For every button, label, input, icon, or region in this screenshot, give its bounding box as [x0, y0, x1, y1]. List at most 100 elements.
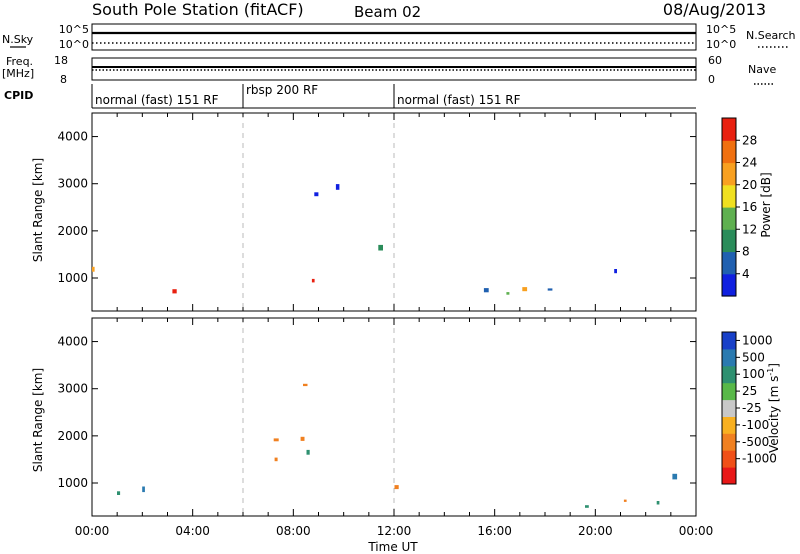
freq-unit: [MHz] — [2, 67, 34, 80]
velocity-colorbar-label: Velocity [m s-1] — [766, 363, 781, 453]
ytick-label: 2000 — [57, 429, 88, 443]
cpid-segment-label: rbsp 200 RF — [246, 83, 318, 97]
cpid-strip: CPID normal (fast) 151 RF rbsp 200 RF norm… — [4, 83, 696, 109]
data-cell — [335, 184, 340, 190]
xtick-label: 04:00 — [175, 524, 210, 538]
colorbar-tick-label: 25 — [742, 384, 757, 398]
colorbar-swatch — [722, 467, 736, 485]
ytick-label: 1000 — [57, 271, 88, 285]
nsearch-label: N.Search — [746, 29, 796, 42]
colorbar-swatch — [722, 433, 736, 451]
freq-tick-top: 18 — [54, 54, 68, 67]
data-cell — [378, 244, 383, 251]
colorbar-tick-label: 4 — [742, 267, 750, 281]
station-title: South Pole Station (fitACF) — [92, 0, 304, 19]
data-cell — [623, 499, 627, 502]
ytick-label: 3000 — [57, 382, 88, 396]
data-cell — [522, 287, 528, 292]
nsky-tick-top: 10^5 — [59, 23, 89, 36]
xtick-label: 20:00 — [578, 524, 613, 538]
xtick-label: 00:00 — [75, 524, 110, 538]
colorbar-tick-label: -1000 — [742, 452, 777, 466]
colorbar-tick-label: 1000 — [742, 333, 773, 347]
data-cell — [585, 505, 589, 508]
freq-frame — [91, 57, 697, 81]
data-cell — [92, 266, 95, 272]
data-cell — [483, 288, 489, 293]
freq-strip: Freq. [MHz] 18 8 60 0 Nave — [2, 54, 776, 86]
data-cell — [306, 449, 310, 455]
colorbar-swatch — [722, 450, 736, 468]
power-panel: 1000 2000 3000 4000 — [57, 112, 697, 312]
xtick-label: 08:00 — [276, 524, 311, 538]
power-colorbar: 4 8 12 16 20 24 28 — [721, 117, 757, 297]
ytick-label: 2000 — [57, 224, 88, 238]
colorbar-swatch — [722, 365, 736, 384]
colorbar-swatch — [722, 229, 736, 253]
colorbar-tick-label: 8 — [742, 245, 750, 259]
data-cell — [506, 292, 510, 295]
velocity-panel: 1000 2000 3000 4000 00:00 04:00 08:00 12:00 16:0… — [57, 317, 714, 538]
nave-label: Nave — [748, 63, 776, 76]
data-cell — [303, 383, 308, 387]
data-cell — [311, 278, 315, 283]
colorbar-tick-label: -500 — [742, 435, 769, 449]
cpid-segment-label: normal (fast) 151 RF — [95, 93, 219, 107]
data-cell — [300, 436, 305, 441]
colorbar-swatch — [722, 348, 736, 367]
colorbar-swatch — [722, 416, 736, 434]
nave-tick-top: 60 — [708, 54, 722, 67]
velocity-ylabel: Slant Range [km] — [31, 368, 45, 472]
colorbar-swatch — [722, 207, 736, 230]
nave-tick-bottom: 0 — [708, 73, 715, 86]
date-label: 08/Aug/2013 — [663, 0, 766, 19]
data-cell — [117, 491, 121, 495]
colorbar-tick-label: 28 — [742, 133, 757, 147]
data-cell — [614, 269, 617, 274]
freq-tick-bottom: 8 — [60, 73, 67, 86]
velocity-colorbar: 1000 500 100 25 -25 -100 -500 -1000 — [721, 331, 777, 485]
colorbar-tick-label: 12 — [742, 222, 757, 236]
nsky-frame — [91, 23, 697, 51]
panel-frame — [91, 112, 697, 312]
ytick-label: 4000 — [57, 335, 88, 349]
colorbar-swatch — [722, 184, 736, 208]
colorbar-tick-label: 24 — [742, 156, 757, 170]
data-cell — [274, 457, 278, 462]
nsky-tick-bottom: 10^0 — [59, 38, 89, 51]
nsky-strip: N.Sky 10^5 10^0 10^5 10^0 N.Search — [2, 23, 796, 51]
panel-frame — [91, 317, 697, 517]
ytick-label: 4000 — [57, 130, 88, 144]
xtick-label: 00:00 — [679, 524, 714, 538]
nsearch-tick-top: 10^5 — [706, 23, 736, 36]
colorbar-swatch — [722, 273, 736, 297]
colorbar-tick-label: 500 — [742, 350, 765, 364]
ytick-label: 3000 — [57, 177, 88, 191]
data-cell — [172, 289, 177, 294]
colorbar-swatch — [722, 251, 736, 275]
data-cell — [394, 485, 399, 490]
power-colorbar-label: Power [dB] — [759, 172, 773, 237]
colorbar-swatch — [722, 332, 736, 350]
data-cell — [656, 501, 660, 505]
colorbar-tick-label: 100 — [742, 367, 765, 381]
data-cell — [142, 486, 145, 493]
data-cell — [547, 288, 553, 291]
colorbar-swatch — [722, 118, 736, 141]
beam-label: Beam 02 — [354, 3, 421, 21]
freq-label: Freq. — [6, 55, 33, 68]
power-ylabel: Slant Range [km] — [31, 158, 45, 262]
colorbar-swatch — [722, 382, 736, 401]
xtick-label: 16:00 — [477, 524, 512, 538]
nsearch-tick-bottom: 10^0 — [706, 38, 736, 51]
cpid-label: CPID — [4, 89, 33, 102]
data-cell — [672, 473, 678, 480]
colorbar-tick-label: -25 — [742, 401, 762, 415]
colorbar-swatch — [722, 140, 736, 164]
colorbar-tick-label: 16 — [742, 200, 757, 214]
cpid-segment-label: normal (fast) 151 RF — [397, 93, 521, 107]
nsky-label: N.Sky — [2, 33, 34, 46]
data-cell — [314, 192, 319, 197]
ytick-label: 1000 — [57, 476, 88, 490]
